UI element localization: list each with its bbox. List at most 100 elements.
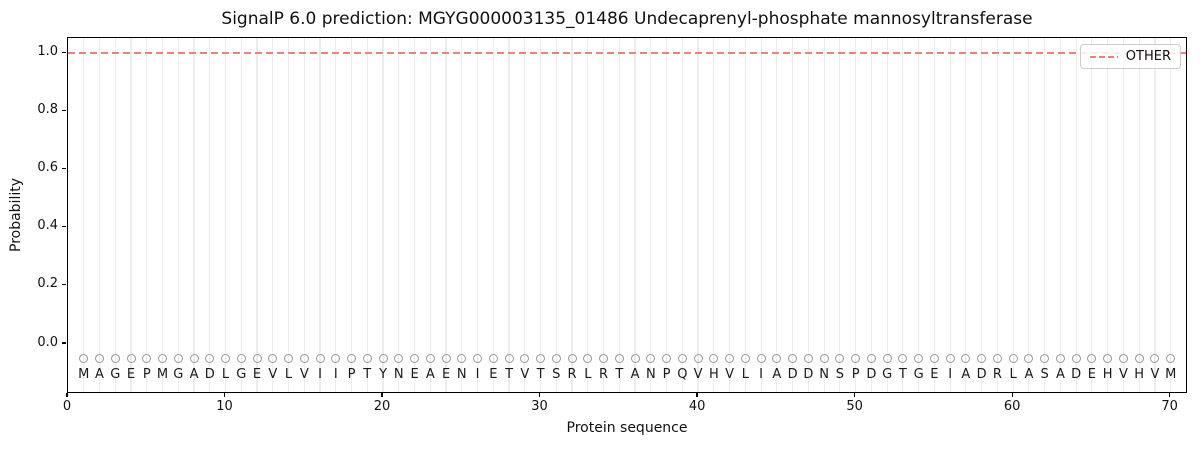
position-marker-circle	[1118, 354, 1128, 364]
y-tick-mark	[62, 284, 66, 286]
sequence-letter: T	[615, 367, 624, 383]
position-marker-circle	[992, 354, 1002, 364]
sequence-letter: I	[759, 367, 764, 383]
gridline	[350, 38, 353, 392]
position-marker-circle	[126, 354, 136, 364]
gridline	[855, 38, 857, 392]
sequence-letter: M	[1165, 367, 1177, 383]
gridline	[744, 38, 746, 392]
position-marker-circle	[284, 354, 294, 364]
sequence-letter: P	[142, 367, 151, 383]
gridline	[272, 38, 274, 392]
gridline	[1138, 38, 1140, 392]
sequence-letter: G	[173, 367, 184, 383]
chart-title: SignalP 6.0 prediction: MGYG000003135_01…	[221, 9, 1033, 29]
x-tick-label: 0	[62, 399, 72, 414]
gridline	[492, 38, 494, 392]
gridline	[602, 38, 605, 392]
position-marker-circle	[1008, 354, 1018, 364]
position-marker-circle	[567, 354, 577, 364]
gridline	[1154, 38, 1156, 392]
sequence-letter: T	[505, 367, 514, 383]
sequence-letter: T	[536, 367, 545, 383]
sequence-letter: L	[584, 367, 592, 383]
gridline	[823, 38, 825, 392]
position-marker-circle	[504, 354, 514, 364]
position-marker-circle	[158, 354, 167, 364]
position-marker-circle	[725, 354, 735, 364]
x-tick-mark	[854, 393, 856, 397]
position-marker-circle	[646, 354, 656, 364]
gridline	[886, 38, 888, 392]
position-marker-circle	[1134, 354, 1144, 364]
sequence-letter: T	[898, 367, 907, 383]
x-tick-mark	[1169, 393, 1171, 397]
y-tick-label: 0.2	[37, 276, 58, 292]
gridline	[918, 38, 920, 392]
gridline	[981, 38, 983, 392]
position-marker-circle	[236, 354, 246, 364]
gridline	[209, 38, 211, 392]
position-marker-circle	[457, 354, 467, 364]
gridline	[382, 38, 384, 392]
sequence-letter: A	[95, 367, 104, 383]
legend: OTHER	[1079, 44, 1181, 69]
gridline	[240, 38, 242, 392]
y-tick-mark	[62, 109, 66, 112]
gridline	[303, 38, 305, 392]
sequence-letter: V	[520, 367, 530, 383]
gridline	[83, 38, 85, 392]
sequence-letter: E	[930, 367, 939, 383]
position-marker-circle	[882, 354, 892, 364]
sequence-letter: A	[189, 367, 199, 383]
position-marker-circle	[1024, 354, 1034, 364]
position-marker-circle	[173, 354, 183, 364]
sequence-letter: I	[318, 367, 322, 383]
gridline	[445, 38, 447, 392]
sequence-letter: G	[236, 367, 247, 383]
position-marker-circle	[205, 354, 215, 364]
sequence-letter: I	[333, 367, 338, 383]
position-marker-circle	[252, 354, 262, 364]
sequence-letter: E	[126, 367, 136, 383]
position-marker-circle	[693, 354, 703, 364]
x-tick-mark	[538, 393, 541, 397]
sequence-letter: V	[1150, 367, 1160, 383]
sequence-letter: E	[252, 367, 262, 383]
position-marker-circle	[142, 354, 152, 364]
x-tick-mark	[223, 393, 226, 397]
sequence-letter: M	[78, 367, 90, 383]
position-marker-circle	[378, 354, 388, 364]
x-tick-label: 70	[1161, 399, 1178, 414]
position-marker-circle	[756, 354, 766, 364]
position-marker-circle	[410, 354, 420, 364]
position-marker-circle	[709, 354, 719, 364]
position-marker-circle	[583, 354, 593, 364]
gridline	[571, 38, 573, 392]
gridline	[413, 38, 416, 392]
gridline	[1122, 38, 1124, 392]
sequence-letter: V	[693, 367, 703, 383]
y-tick-label: 0.0	[37, 334, 58, 350]
gridline	[1059, 38, 1061, 392]
position-marker-circle	[110, 354, 120, 364]
sequence-letter: D	[787, 367, 798, 383]
position-marker-circle	[866, 354, 876, 364]
y-tick-label: 1.0	[37, 43, 58, 59]
gridline	[634, 38, 636, 392]
sequence-letter: H	[1102, 367, 1113, 383]
gridline	[697, 38, 699, 392]
y-tick-label: 0.8	[37, 102, 58, 118]
position-marker-circle	[740, 354, 750, 364]
sequence-letter: I	[948, 367, 953, 383]
sequence-letter: D	[1071, 367, 1082, 383]
gridline	[792, 38, 794, 392]
position-marker-circle	[1103, 354, 1113, 364]
position-marker-circle	[95, 354, 104, 364]
sequence-letter: P	[347, 367, 356, 383]
y-tick-label: 0.4	[37, 218, 58, 234]
gridline	[1028, 38, 1030, 392]
sequence-letter: D	[976, 367, 987, 383]
